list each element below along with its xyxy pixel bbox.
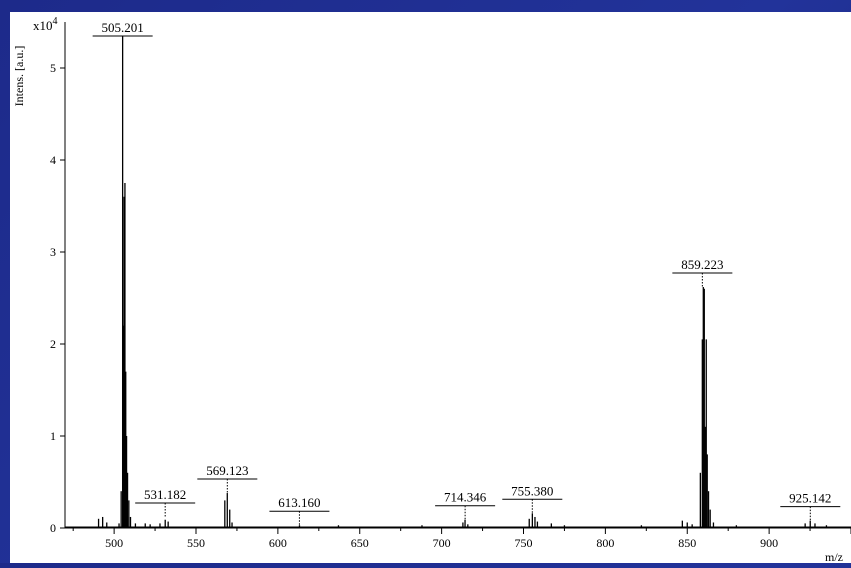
peaks xyxy=(65,35,851,528)
x-tick-label: 650 xyxy=(351,536,369,550)
y-tick-label: 5 xyxy=(50,61,56,75)
y-tick-label: 4 xyxy=(50,153,56,167)
peak-label: 569.123 xyxy=(206,463,248,478)
y-tick-label: 2 xyxy=(50,337,56,351)
peak-label: 531.182 xyxy=(144,487,186,502)
y-axis-multiplier-base: x10 xyxy=(33,18,53,33)
peak-label: 714.346 xyxy=(444,490,487,505)
peak-label: 613.160 xyxy=(278,495,320,510)
x-axis-label: m/z xyxy=(825,550,843,563)
y-tick-label: 0 xyxy=(50,521,56,535)
y-axis-multiplier: x104 xyxy=(33,16,58,33)
x-tick-label: 800 xyxy=(596,536,614,550)
peak-label: 859.223 xyxy=(681,257,723,272)
y-axis-label: Intens. [a.u.] xyxy=(12,46,26,107)
y-tick-label: 3 xyxy=(50,245,56,259)
x-tick-label: 750 xyxy=(515,536,533,550)
x-tick-label: 550 xyxy=(187,536,205,550)
peak-label: 925.142 xyxy=(789,491,831,506)
x-tick-label: 600 xyxy=(269,536,287,550)
x-tick-label: 900 xyxy=(760,536,778,550)
mass-spectrum-svg: 0 1 2 3 4 5 500 550 600 650 700 750 800 850 900 505.20… xyxy=(12,16,851,564)
x-tick-label: 700 xyxy=(433,536,451,550)
axes: 0 1 2 3 4 5 500 550 600 650 700 750 800 850 900 xyxy=(50,22,851,550)
y-tick-label: 1 xyxy=(50,429,56,443)
x-tick-label: 500 xyxy=(105,536,123,550)
peak-label: 755.380 xyxy=(511,483,553,498)
peak-annotations: 505.201 531.182 569.123 613.160 714.346 755.3… xyxy=(92,20,841,526)
y-axis-multiplier-exponent: 4 xyxy=(53,16,58,27)
peak-label: 505.201 xyxy=(102,20,144,35)
x-tick-label: 850 xyxy=(678,536,696,550)
spectrum-chart: 0 1 2 3 4 5 500 550 600 650 700 750 800 850 900 505.20… xyxy=(10,12,851,564)
